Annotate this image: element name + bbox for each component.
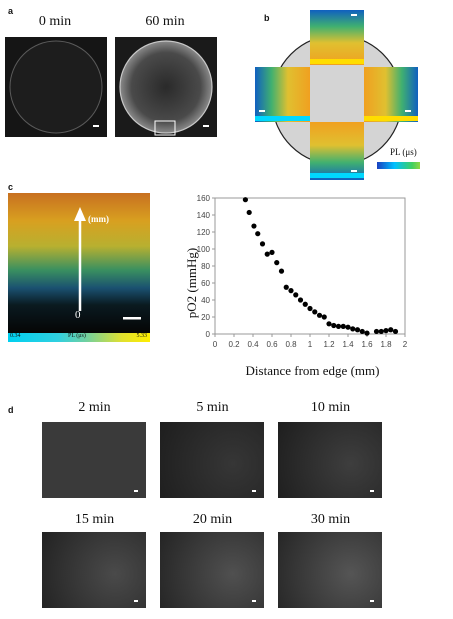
- tile-left: [255, 67, 310, 122]
- panel-d-time-10: 10 min: [310, 400, 351, 415]
- x-tick-label: 0.2: [228, 340, 240, 349]
- plot-frame: [214, 197, 406, 335]
- data-point: [345, 324, 351, 330]
- zoom-region-box: [154, 120, 176, 136]
- micrograph-5min: [160, 422, 264, 498]
- data-point: [293, 292, 299, 298]
- data-point: [302, 301, 308, 307]
- data-point: [392, 328, 399, 335]
- x-tick-label: 1: [308, 340, 313, 349]
- x-tick-label: 1.4: [342, 340, 354, 349]
- data-point: [331, 322, 337, 329]
- chart-ylabel: pO2 (mmHg): [184, 247, 199, 319]
- data-point: [251, 223, 257, 229]
- y-tick-label: 100: [197, 245, 211, 254]
- micrograph-10min: [278, 422, 382, 498]
- panel-c-label: c: [8, 182, 14, 192]
- scale-bar-60min: [203, 125, 209, 127]
- data-point: [321, 314, 327, 320]
- micrograph-2min: [42, 422, 146, 498]
- y-tick-label: 20: [201, 313, 210, 322]
- panel-d-time-20: 20 min: [192, 512, 233, 527]
- x-tick-label: 0.6: [266, 340, 278, 349]
- panel-d-time-5: 5 min: [196, 400, 229, 415]
- tile-right: [364, 67, 418, 122]
- y-tick-label: 60: [201, 279, 210, 288]
- micrograph-30min: [278, 532, 382, 608]
- panel-b-colorbar: [377, 162, 420, 169]
- data-point: [278, 268, 285, 274]
- panel-b-label: b: [264, 13, 270, 23]
- data-point: [316, 312, 323, 318]
- chart-xlabel: Distance from edge (mm): [245, 363, 380, 378]
- panel-b-well-diagram: [255, 10, 420, 180]
- data-point: [269, 249, 275, 255]
- data-point: [354, 327, 361, 333]
- scale-bar-0min: [93, 125, 99, 127]
- micrograph-15min: [42, 532, 146, 608]
- y-tick-label: 160: [197, 194, 211, 203]
- panel-c-arrow-label: (mm): [88, 214, 109, 224]
- panel-a-label: a: [8, 6, 14, 16]
- data-point: [383, 328, 389, 334]
- panel-d-time-30: 30 min: [310, 512, 351, 527]
- data-point: [307, 305, 313, 312]
- data-point: [312, 309, 318, 315]
- data-point: [350, 326, 356, 332]
- panel-d-time-15: 15 min: [74, 512, 115, 527]
- data-point: [259, 241, 266, 247]
- panel-d-time-2: 2 min: [78, 400, 111, 415]
- panel-c-arrow-origin: 0: [75, 309, 81, 321]
- data-point: [288, 288, 294, 294]
- data-point: [388, 327, 394, 333]
- micrograph-60min: [115, 37, 217, 137]
- data-point: [297, 297, 304, 303]
- x-tick-label: 0.4: [247, 340, 259, 349]
- data-point: [335, 323, 342, 329]
- y-tick-label: 80: [201, 262, 210, 271]
- data-point: [340, 323, 346, 329]
- data-point: [283, 284, 289, 290]
- well-outline-60min: [119, 40, 213, 136]
- y-tick-label: 140: [197, 211, 211, 220]
- panel-a-time-1: 60 min: [145, 14, 185, 29]
- chart-axes: 0 0.2 0.4 0.6 0.8 1 1.2 1.4 1.6 1.8 20204060801001…: [197, 194, 408, 349]
- chart-points: [242, 197, 399, 336]
- data-point: [326, 321, 332, 327]
- panel-c-colorbar-mid: PL (μs): [68, 333, 86, 339]
- micrograph-0min: [5, 37, 107, 137]
- panel-b-colorbar-label: PL (μs): [390, 147, 417, 157]
- data-point: [378, 328, 384, 335]
- panel-c-colorbar-max: 5.33: [136, 333, 148, 339]
- micrograph-20min: [160, 532, 264, 608]
- x-tick-label: 0: [213, 340, 218, 349]
- panel-c-colorbar: 0.34 PL (μs) 5.33: [8, 333, 150, 342]
- x-tick-label: 1.6: [361, 340, 373, 349]
- x-tick-label: 2: [403, 340, 408, 349]
- panel-a-time-0: 0 min: [38, 14, 72, 29]
- pO2-scatter-chart: 0 0.2 0.4 0.6 0.8 1 1.2 1.4 1.6 1.8 20204060801001…: [197, 194, 408, 349]
- data-point: [264, 251, 270, 257]
- data-point: [246, 209, 252, 216]
- x-tick-label: 1.2: [323, 340, 335, 349]
- data-point: [274, 260, 280, 266]
- well-outline-0min: [9, 40, 103, 134]
- y-tick-label: 0: [206, 330, 211, 339]
- panel-c-pl-image: (mm) 0: [8, 193, 150, 333]
- y-tick-label: 120: [197, 228, 211, 237]
- data-point: [255, 231, 261, 237]
- panel-c-colorbar-min: 0.34: [10, 333, 21, 339]
- x-tick-label: 1.8: [380, 340, 392, 349]
- panel-d-label: d: [8, 405, 14, 415]
- data-point: [373, 328, 380, 335]
- y-tick-label: 40: [201, 296, 210, 305]
- data-point: [242, 197, 248, 203]
- data-point: [364, 330, 370, 336]
- tile-top: [310, 10, 364, 65]
- x-tick-label: 0.8: [285, 340, 297, 349]
- data-point: [359, 328, 365, 335]
